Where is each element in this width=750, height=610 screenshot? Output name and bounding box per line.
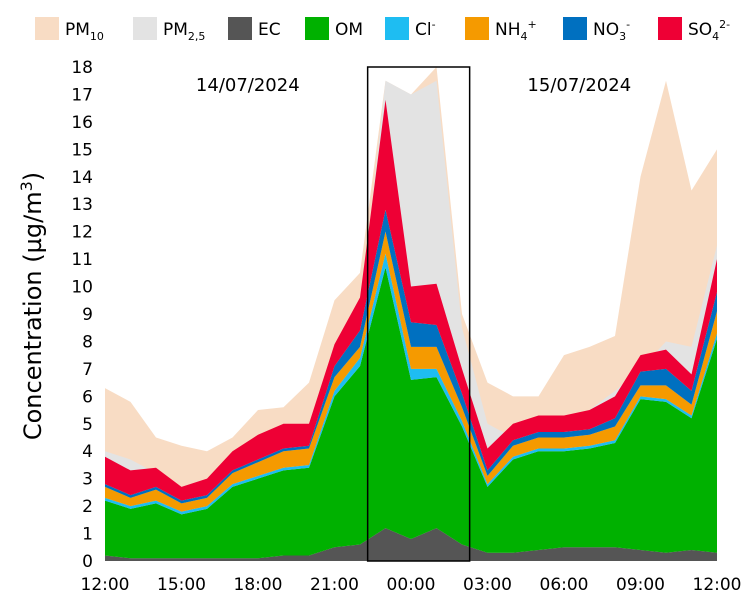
legend-swatch [228, 17, 252, 40]
legend-item-so4: SO42- [658, 17, 730, 43]
legend-swatch [35, 17, 59, 40]
y-tick-label: 11 [71, 250, 93, 270]
legend-swatch [385, 17, 409, 40]
legend-swatch [465, 17, 489, 40]
composition-stacked-areas [105, 99, 717, 561]
y-tick-label: 5 [82, 415, 93, 435]
x-tick-label: 18:00 [234, 575, 283, 595]
legend-item-pm10: PM10 [35, 17, 104, 43]
legend-item-pm25: PM2,5 [133, 17, 205, 43]
y-tick-label: 3 [82, 470, 93, 490]
y-tick-label: 15 [71, 140, 93, 160]
y-tick-label: 1 [82, 525, 93, 545]
om-area [105, 267, 717, 559]
cl-area [105, 253, 717, 515]
legend-label: Cl- [415, 18, 436, 40]
y-tick-label: 12 [71, 223, 93, 243]
legend-swatch [563, 17, 587, 40]
so4-area [105, 99, 717, 501]
y-tick-label: 10 [71, 278, 93, 298]
x-tick-label: 09:00 [616, 575, 665, 595]
y-tick-label: 7 [82, 360, 93, 380]
legend-label: NO3- [593, 18, 630, 43]
y-tick-label: 2 [82, 497, 93, 517]
date-label: 14/07/2024 [196, 75, 300, 96]
nh4-area [105, 231, 717, 512]
x-tick-label: 00:00 [387, 575, 436, 595]
x-tick-label: 06:00 [540, 575, 589, 595]
legend-item-cl: Cl- [385, 17, 436, 40]
x-tick-label: 03:00 [463, 575, 512, 595]
x-tick-label: 15:00 [157, 575, 206, 595]
highlight-box [366, 66, 471, 562]
legend-label: PM10 [65, 20, 104, 43]
y-tick-label: 16 [71, 113, 93, 133]
legend-item-no3: NO3- [563, 17, 630, 43]
y-tick-label: 6 [82, 387, 93, 407]
x-tick-label: 21:00 [310, 575, 359, 595]
legend-swatch [305, 17, 329, 40]
legend-label: SO42- [688, 18, 730, 43]
legend-swatch [658, 17, 682, 40]
y-tick-label: 4 [82, 442, 93, 462]
date-label: 15/07/2024 [527, 75, 631, 96]
legend-item-om: OM [305, 17, 363, 40]
highlight-box-layer [366, 66, 471, 562]
y-tick-label: 8 [82, 332, 93, 352]
y-tick-label: 14 [71, 168, 93, 188]
y-axis-title: Concentration (µg/m3) [17, 172, 47, 440]
y-tick-label: 0 [82, 552, 93, 572]
legend-swatch [133, 17, 157, 40]
date-labels: 14/07/2024 15/07/2024 [196, 75, 631, 96]
legend-item-ec: EC [228, 17, 281, 40]
legend: PM10 PM2,5 EC OM Cl- NH4+ NO3- SO42- [35, 17, 730, 43]
x-tick-label: 12:00 [693, 575, 742, 595]
x-tick-label: 12:00 [81, 575, 130, 595]
x-axis-ticks: 12:00 15:00 18:00 21:00 00:00 03:00 06:00 09:00… [81, 575, 742, 595]
ec-area [105, 528, 717, 561]
legend-label: OM [335, 20, 363, 40]
y-tick-label: 9 [82, 305, 93, 325]
legend-item-nh4: NH4+ [465, 17, 537, 43]
legend-label: EC [258, 20, 281, 40]
legend-label: NH4+ [495, 18, 537, 43]
legend-label: PM2,5 [163, 20, 205, 43]
y-tick-label: 17 [71, 85, 93, 105]
y-tick-label: 18 [71, 58, 93, 78]
y-tick-label: 13 [71, 195, 93, 215]
